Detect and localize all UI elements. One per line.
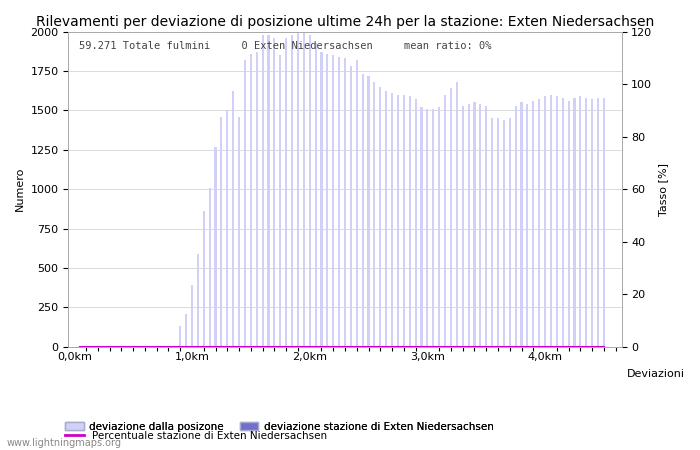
- Bar: [350, 66, 352, 347]
- Bar: [585, 98, 587, 347]
- Bar: [385, 91, 387, 347]
- Bar: [444, 94, 446, 347]
- Bar: [220, 117, 223, 347]
- Bar: [491, 118, 494, 347]
- Bar: [573, 98, 575, 347]
- Bar: [185, 314, 187, 347]
- Bar: [256, 52, 258, 347]
- Bar: [503, 120, 505, 347]
- Bar: [456, 82, 458, 347]
- Bar: [544, 96, 546, 347]
- Bar: [414, 99, 416, 347]
- Text: 59.271 Totale fulmini     0 Exten Niedersachsen     mean ratio: 0%: 59.271 Totale fulmini 0 Exten Niedersach…: [80, 41, 492, 51]
- Bar: [402, 94, 405, 347]
- Bar: [321, 52, 323, 347]
- Bar: [485, 106, 487, 347]
- Bar: [362, 74, 364, 347]
- Bar: [338, 57, 340, 347]
- Bar: [250, 54, 252, 347]
- Bar: [332, 55, 335, 347]
- Bar: [214, 147, 216, 347]
- Bar: [291, 35, 293, 347]
- Bar: [421, 107, 423, 347]
- Bar: [356, 60, 358, 347]
- Bar: [568, 101, 570, 347]
- Bar: [373, 82, 375, 347]
- Bar: [591, 99, 593, 347]
- Bar: [191, 285, 193, 347]
- Bar: [309, 35, 311, 347]
- Bar: [314, 43, 316, 347]
- Bar: [580, 96, 582, 347]
- Bar: [409, 96, 411, 347]
- Bar: [468, 104, 470, 347]
- Bar: [526, 104, 528, 347]
- Bar: [297, 33, 299, 347]
- Bar: [438, 107, 440, 347]
- Bar: [226, 110, 228, 347]
- Bar: [267, 35, 270, 347]
- Bar: [232, 91, 234, 347]
- Bar: [397, 94, 399, 347]
- Bar: [432, 109, 434, 347]
- Bar: [197, 254, 199, 347]
- Bar: [521, 103, 523, 347]
- Title: Rilevamenti per deviazione di posizione ultime 24h per la stazione: Exten Nieder: Rilevamenti per deviazione di posizione …: [36, 15, 654, 29]
- Bar: [550, 94, 552, 347]
- Bar: [450, 88, 452, 347]
- Legend: deviazione dalla posizone, deviazione stazione di Exten Niedersachsen: deviazione dalla posizone, deviazione st…: [61, 418, 498, 436]
- Bar: [514, 106, 517, 347]
- Bar: [509, 118, 511, 347]
- Bar: [379, 87, 382, 347]
- Bar: [597, 98, 599, 347]
- Bar: [238, 117, 240, 347]
- Bar: [244, 60, 246, 347]
- Text: www.lightningmaps.org: www.lightningmaps.org: [7, 438, 122, 448]
- Text: Deviazioni: Deviazioni: [627, 369, 685, 379]
- Bar: [461, 106, 463, 347]
- Bar: [532, 101, 534, 347]
- Bar: [285, 38, 287, 347]
- Bar: [426, 109, 428, 347]
- Legend: Percentuale stazione di Exten Niedersachsen: Percentuale stazione di Exten Niedersach…: [61, 427, 332, 445]
- Bar: [326, 54, 328, 347]
- Bar: [391, 93, 393, 347]
- Bar: [203, 211, 205, 347]
- Bar: [556, 96, 558, 347]
- Bar: [480, 104, 482, 347]
- Bar: [368, 76, 370, 347]
- Bar: [273, 38, 275, 347]
- Bar: [262, 35, 264, 347]
- Bar: [497, 118, 499, 347]
- Bar: [561, 98, 564, 347]
- Y-axis label: Numero: Numero: [15, 167, 25, 211]
- Bar: [344, 58, 346, 347]
- Bar: [209, 188, 211, 347]
- Bar: [179, 326, 181, 347]
- Bar: [603, 98, 605, 347]
- Bar: [279, 55, 281, 347]
- Bar: [538, 99, 540, 347]
- Bar: [473, 103, 475, 347]
- Bar: [302, 32, 305, 347]
- Y-axis label: Tasso [%]: Tasso [%]: [658, 162, 668, 216]
